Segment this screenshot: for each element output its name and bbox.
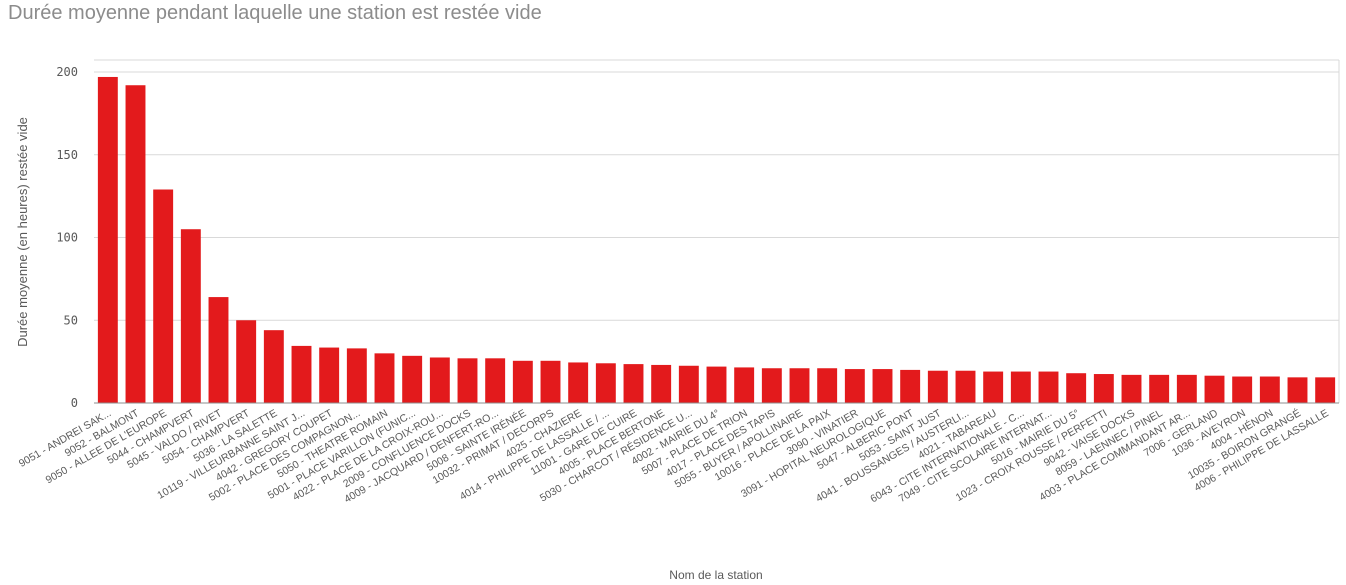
bar[interactable] xyxy=(457,358,478,403)
bar[interactable] xyxy=(429,357,450,403)
bar[interactable] xyxy=(125,85,146,404)
y-tick-label: 0 xyxy=(71,396,78,410)
bar[interactable] xyxy=(872,369,893,403)
y-tick-label: 100 xyxy=(56,231,78,245)
bar[interactable] xyxy=(485,358,506,403)
bar[interactable] xyxy=(789,368,810,403)
bar[interactable] xyxy=(817,368,838,403)
bar[interactable] xyxy=(761,368,782,403)
y-tick-label: 150 xyxy=(56,148,78,162)
bar[interactable] xyxy=(1093,374,1114,403)
bar[interactable] xyxy=(208,297,229,403)
bar[interactable] xyxy=(568,362,589,403)
x-axis-label: Nom de la station xyxy=(669,568,762,582)
bar[interactable] xyxy=(402,355,423,403)
bar[interactable] xyxy=(319,347,340,403)
y-tick-label: 50 xyxy=(64,313,78,327)
bar[interactable] xyxy=(97,76,118,403)
bar[interactable] xyxy=(927,370,948,403)
bar[interactable] xyxy=(706,366,727,403)
bar[interactable] xyxy=(540,360,561,403)
bars xyxy=(97,76,1336,404)
bar[interactable] xyxy=(1315,377,1336,403)
bar[interactable] xyxy=(291,345,312,403)
bar[interactable] xyxy=(900,369,921,403)
bar[interactable] xyxy=(153,189,174,403)
y-tick-label: 200 xyxy=(56,65,78,79)
bar[interactable] xyxy=(983,371,1004,403)
bar[interactable] xyxy=(955,370,976,403)
bar[interactable] xyxy=(1066,373,1087,403)
chart-title: Durée moyenne pendant laquelle une stati… xyxy=(8,2,542,24)
bar[interactable] xyxy=(374,353,395,403)
bar[interactable] xyxy=(1149,374,1170,403)
bar[interactable] xyxy=(623,364,644,403)
y-axis-label: Durée moyenne (en heures) restée vide xyxy=(15,117,30,347)
bar[interactable] xyxy=(734,367,755,403)
y-axis-ticks: 0 50 100 150 200 xyxy=(56,65,78,410)
bar[interactable] xyxy=(678,365,699,403)
bar[interactable] xyxy=(1176,374,1197,403)
bar[interactable] xyxy=(512,360,533,403)
bar[interactable] xyxy=(346,348,367,403)
bar[interactable] xyxy=(1121,374,1142,403)
bar[interactable] xyxy=(1038,371,1059,403)
bar[interactable] xyxy=(236,320,257,403)
bar[interactable] xyxy=(263,330,284,403)
bar[interactable] xyxy=(180,229,201,403)
bar[interactable] xyxy=(1010,371,1031,403)
grid-lines xyxy=(94,59,1340,403)
bar[interactable] xyxy=(1287,377,1308,403)
bar[interactable] xyxy=(595,363,616,403)
bar[interactable] xyxy=(1204,375,1225,403)
bar[interactable] xyxy=(1259,376,1280,403)
bar[interactable] xyxy=(651,364,672,403)
bar[interactable] xyxy=(844,369,865,403)
bar[interactable] xyxy=(1232,376,1253,403)
